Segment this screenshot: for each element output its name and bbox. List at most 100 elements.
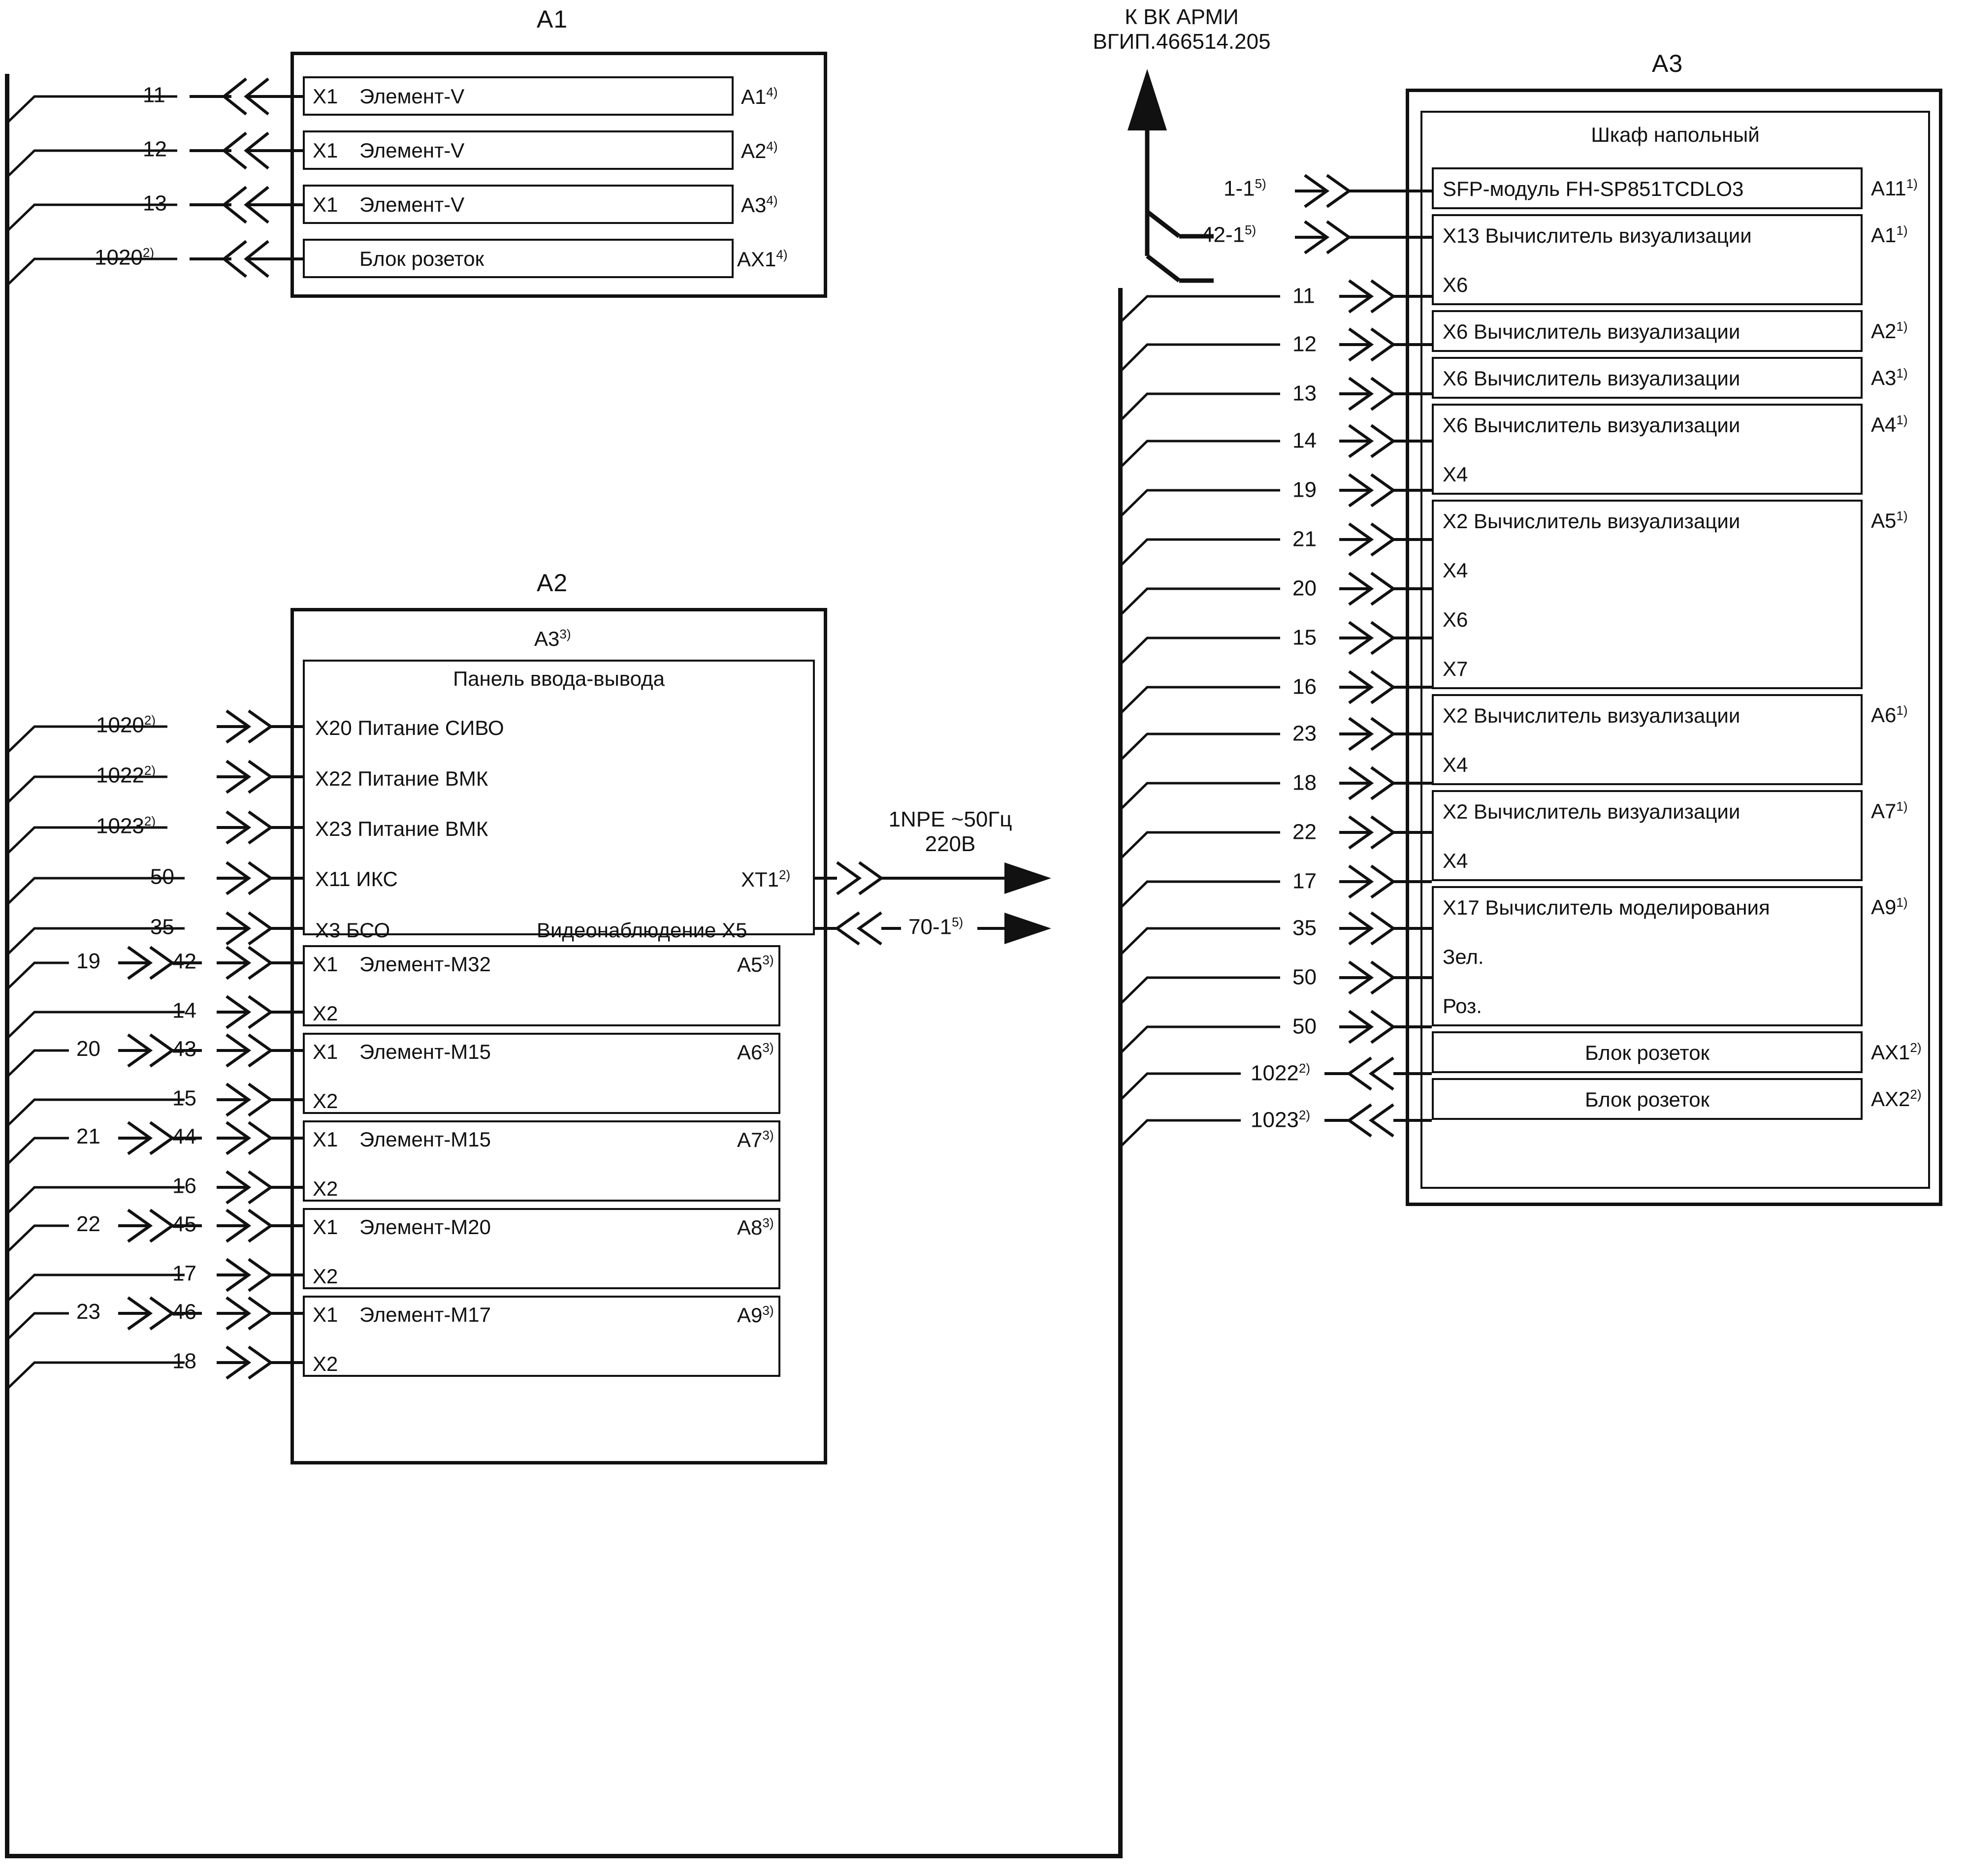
module-line-a3-3-0: X6 Вычислитель визуализации bbox=[1443, 367, 1740, 390]
panel-row-a2-4-right: Видеонаблюдение X5 bbox=[537, 919, 747, 942]
device-title-a1: A1 bbox=[537, 5, 568, 33]
a2-arrow-group bbox=[118, 709, 303, 1380]
wire-label-a3-6: 19 bbox=[1292, 477, 1317, 502]
module-name-a1-0: Элемент-V bbox=[359, 85, 465, 108]
wire-label-a2-4: 35 bbox=[150, 915, 174, 939]
panel-row-a2-2-left: X23 Питание ВМК bbox=[315, 817, 488, 840]
module-ref-a3-3: A31) bbox=[1871, 366, 1908, 389]
module-box-a3-5[interactable] bbox=[1432, 500, 1863, 689]
module-box-a2-0[interactable] bbox=[303, 945, 780, 1026]
module-ref-a1-0: A14) bbox=[741, 85, 778, 108]
cabinet-title-a3: Шкаф напольный bbox=[1591, 123, 1760, 146]
module-port2-a2-1: X2 bbox=[313, 1089, 338, 1113]
module-ref-a3-6: A61) bbox=[1871, 703, 1908, 727]
wire-label-a3-10: 16 bbox=[1292, 674, 1317, 699]
wire-label-a2-0: 10202) bbox=[96, 713, 156, 737]
module-ref-a3-2: A21) bbox=[1871, 319, 1908, 343]
wire-label-a3-15: 35 bbox=[1292, 916, 1317, 940]
module-ref-a3-8: A91) bbox=[1871, 895, 1908, 919]
module-name-a1-1: Элемент-V bbox=[359, 139, 465, 162]
module-box-a3-3[interactable] bbox=[1432, 357, 1863, 399]
wire-prelabel-a2-7: 20 bbox=[76, 1037, 100, 1061]
module-box-a1-1[interactable] bbox=[303, 130, 734, 170]
module-line-a3-7-1: X4 bbox=[1443, 849, 1468, 872]
module-box-a3-6[interactable] bbox=[1432, 694, 1863, 785]
a2-wire-group bbox=[6, 725, 185, 1390]
wire-label-a3-19: 10232) bbox=[1251, 1108, 1311, 1132]
module-box-a1-2[interactable] bbox=[303, 185, 734, 224]
module-ref-a3-1: A11) bbox=[1871, 223, 1908, 247]
module-ref-a3-5: A51) bbox=[1871, 509, 1908, 532]
module-line-a3-1-0: X13 Вычислитель визуализации bbox=[1443, 224, 1752, 247]
a3-arrow-group bbox=[1295, 174, 1432, 1138]
module-box-a3-1[interactable] bbox=[1432, 214, 1863, 305]
panel-ref-a2: A33) bbox=[534, 627, 571, 650]
module-line-a3-9-0: Блок розеток bbox=[1585, 1041, 1709, 1064]
module-ref-a2-3: A83) bbox=[737, 1215, 774, 1239]
module-name-a1-3: Блок розеток bbox=[359, 247, 484, 270]
module-box-a3-10[interactable] bbox=[1432, 1078, 1863, 1120]
module-ref-a3-9: AX12) bbox=[1871, 1040, 1922, 1064]
panel-frame-a2 bbox=[303, 660, 815, 935]
module-box-a1-0[interactable] bbox=[303, 76, 734, 116]
module-box-a1-3[interactable] bbox=[303, 239, 734, 278]
module-ref-a2-0: A53) bbox=[737, 953, 774, 976]
wire-label-a3-14: 17 bbox=[1292, 869, 1317, 893]
module-port-a2-4: X1 bbox=[313, 1303, 338, 1326]
module-box-a3-8[interactable] bbox=[1432, 886, 1863, 1026]
destination-note: К ВК АРМИ ВГИП.466514.205 bbox=[1093, 5, 1271, 54]
module-box-a2-4[interactable] bbox=[303, 1296, 780, 1377]
module-line-a3-6-1: X4 bbox=[1443, 753, 1468, 776]
wire-label-a3-5: 14 bbox=[1292, 428, 1317, 453]
wire-label-a2-3: 50 bbox=[150, 864, 174, 889]
module-box-a3-4[interactable] bbox=[1432, 404, 1863, 495]
module-name-a2-4: Элемент-M17 bbox=[359, 1303, 491, 1326]
module-ref-a1-2: A34) bbox=[741, 193, 778, 217]
module-ref-a2-1: A63) bbox=[737, 1040, 774, 1064]
module-box-a3-9[interactable] bbox=[1432, 1031, 1863, 1073]
panel-row-a2-0-left: X20 Питание СИВО bbox=[315, 716, 504, 739]
module-name-a2-0: Элемент-M32 bbox=[359, 953, 491, 976]
module-port-a2-2: X1 bbox=[313, 1128, 338, 1151]
a2-right-arrow-group bbox=[815, 861, 1051, 946]
module-name-a2-3: Элемент-M20 bbox=[359, 1215, 491, 1239]
module-box-a3-2[interactable] bbox=[1432, 310, 1863, 352]
module-port-a1-0: X1 bbox=[313, 85, 338, 108]
bottom-bus-bar bbox=[5, 1854, 1123, 1858]
wire-label-a3-13: 22 bbox=[1292, 820, 1317, 844]
wire-label-a3-8: 20 bbox=[1292, 576, 1317, 601]
module-line-a3-5-2: X6 bbox=[1443, 608, 1468, 631]
wire-label-a2-8: 15 bbox=[172, 1086, 196, 1111]
wire-label-a3-17: 50 bbox=[1292, 1014, 1317, 1039]
destination-arrow bbox=[1128, 69, 1214, 283]
module-ref-a2-4: A93) bbox=[737, 1303, 774, 1327]
module-box-a3-0[interactable] bbox=[1432, 167, 1863, 209]
module-line-a3-8-0: X17 Вычислитель моделирования bbox=[1443, 896, 1770, 919]
module-box-a2-3[interactable] bbox=[303, 1208, 780, 1289]
module-box-a2-2[interactable] bbox=[303, 1120, 780, 1202]
module-port2-a2-3: X2 bbox=[313, 1265, 338, 1288]
wire-label-a3-1: 42-15) bbox=[1201, 223, 1257, 247]
module-line-a3-4-1: X4 bbox=[1443, 463, 1468, 486]
module-line-a3-4-0: X6 Вычислитель визуализации bbox=[1443, 413, 1740, 437]
module-port-a1-2: X1 bbox=[313, 193, 338, 216]
wire-prelabel-a2-5: 19 bbox=[76, 949, 100, 973]
module-ref-a3-10: AX22) bbox=[1871, 1087, 1922, 1111]
panel-row-a2-4-left: X3 БСО bbox=[315, 919, 390, 942]
module-line-a3-10-0: Блок розеток bbox=[1585, 1088, 1709, 1111]
panel-title-a2: Панель ввода-вывода bbox=[453, 667, 665, 690]
wire-label-a1-2: 13 bbox=[143, 191, 167, 216]
module-line-a3-7-0: X2 Вычислитель визуализации bbox=[1443, 800, 1740, 823]
wire-label-a2-12: 17 bbox=[172, 1261, 196, 1286]
module-box-a2-1[interactable] bbox=[303, 1033, 780, 1114]
wire-label-a1-1: 12 bbox=[143, 137, 167, 161]
a3-wire-group bbox=[1119, 295, 1280, 1148]
module-box-a3-7[interactable] bbox=[1432, 790, 1863, 881]
wire-label-a3-4: 13 bbox=[1292, 381, 1317, 406]
module-port-a2-1: X1 bbox=[313, 1040, 338, 1063]
module-ref-a3-7: A71) bbox=[1871, 799, 1908, 823]
module-ref-a2-2: A73) bbox=[737, 1128, 774, 1151]
module-name-a1-2: Элемент-V bbox=[359, 193, 465, 216]
device-title-a3: A3 bbox=[1652, 50, 1683, 77]
